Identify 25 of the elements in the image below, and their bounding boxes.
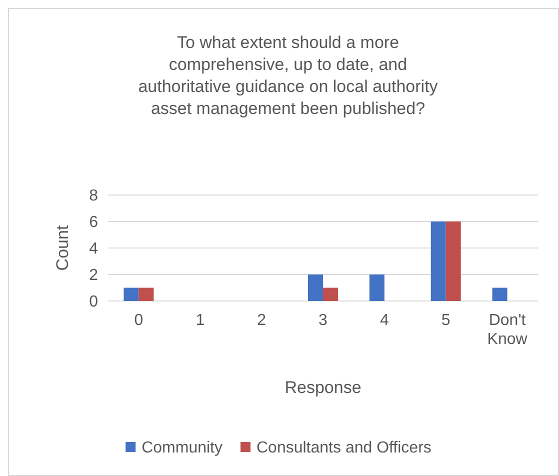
bar	[446, 222, 461, 301]
x-tick-label: 4	[380, 312, 389, 329]
y-tick-label: 2	[89, 267, 98, 284]
bar	[323, 288, 338, 301]
x-tick-label: 1	[196, 312, 205, 329]
y-axis-title: Count	[53, 225, 72, 271]
x-axis-title: Response	[284, 378, 362, 397]
y-tick-label: 0	[89, 294, 98, 311]
y-tick-label: 4	[89, 240, 98, 258]
bar	[308, 274, 323, 301]
x-tick-label: 2	[257, 312, 266, 329]
x-tick-label: 3	[318, 312, 328, 329]
y-tick-label: 8	[89, 188, 98, 205]
x-tick-label: 0	[134, 312, 144, 329]
bar	[124, 288, 139, 301]
bar	[138, 288, 154, 301]
legend-label: Community	[142, 440, 222, 457]
chart-title: To what extent should a more comprehensive, up to date, and authoritative guidance on local authority asset management been published?	[138, 33, 438, 118]
x-tick-label: 5	[441, 312, 450, 329]
legend-label: Consultants and Officers	[256, 440, 432, 457]
bar	[492, 288, 508, 301]
y-tick-label: 6	[89, 214, 98, 232]
x-tick-label: Don't Know	[487, 312, 528, 348]
bar	[430, 222, 446, 301]
bar	[369, 274, 384, 301]
